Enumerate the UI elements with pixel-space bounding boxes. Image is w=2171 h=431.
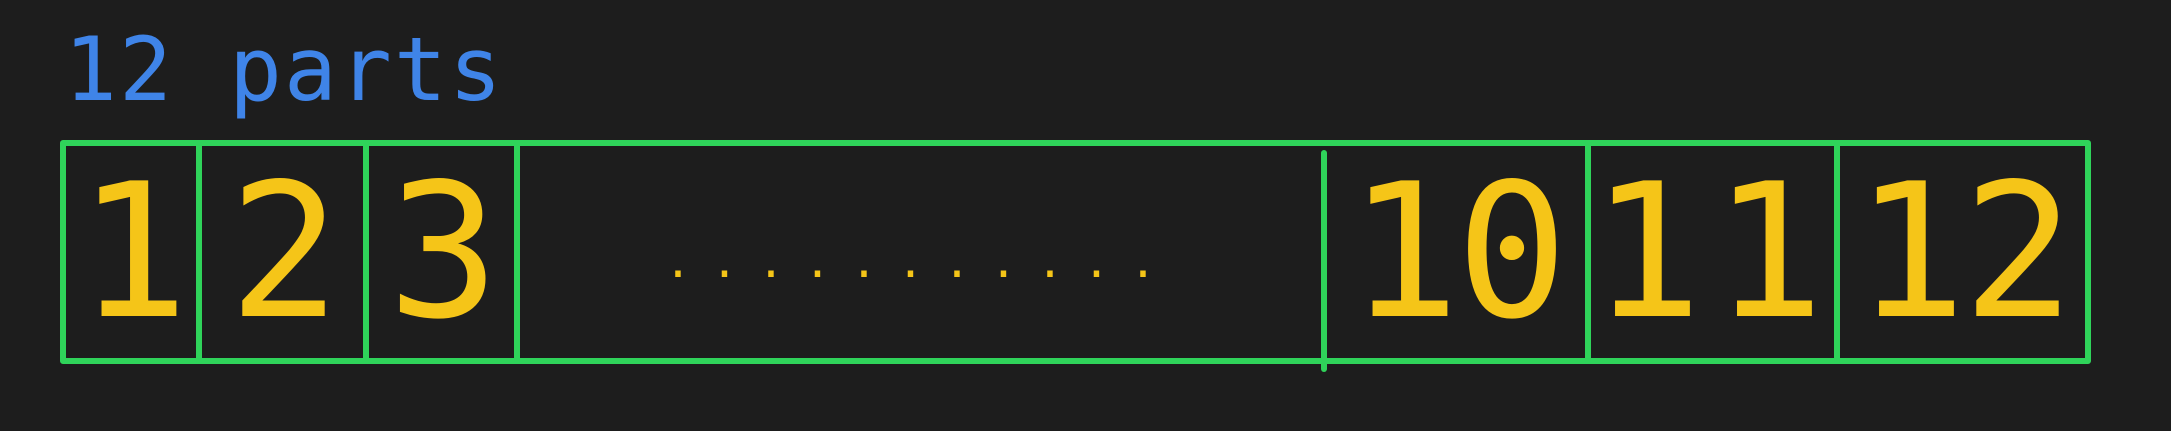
parts-strip-frame bbox=[60, 140, 2091, 364]
part-cell-12: 12 bbox=[1854, 143, 2075, 360]
part-cell-1: 1 bbox=[77, 143, 189, 360]
divider-1-2 bbox=[196, 140, 202, 364]
divider-11-12 bbox=[1834, 140, 1840, 364]
parts-count-title: 12 parts bbox=[64, 18, 504, 121]
omitted-parts-ellipsis: ........... bbox=[664, 236, 1177, 288]
part-cell-2: 2 bbox=[228, 143, 341, 360]
divider-3-gap bbox=[514, 140, 520, 364]
divider-gap-10 bbox=[1321, 150, 1327, 372]
part-cell-11: 11 bbox=[1590, 143, 1835, 360]
divider-2-3 bbox=[363, 140, 369, 364]
divider-10-11 bbox=[1585, 140, 1591, 364]
part-cell-10: 10 bbox=[1348, 143, 1568, 360]
part-cell-3: 3 bbox=[387, 143, 500, 360]
